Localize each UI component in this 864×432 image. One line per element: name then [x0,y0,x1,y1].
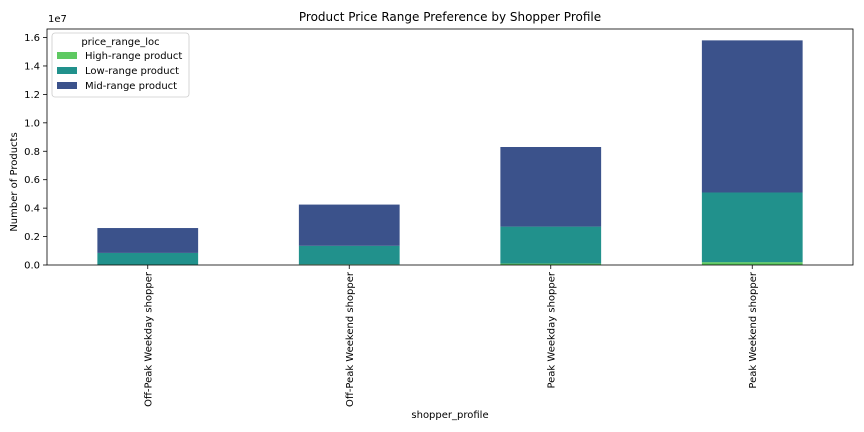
y-axis-label: Number of Products [9,132,20,231]
y-tick-label-1: 0.2 [24,232,40,243]
y-tick-label-7: 1.4 [24,61,40,72]
y-tick-label-2: 0.4 [24,204,40,215]
legend-label-1: Low-range product [85,66,179,77]
legend-swatch-1 [57,67,77,74]
bars-layer [97,40,803,265]
bar-high-range-product-3 [701,262,803,265]
y-tick-label-6: 1.2 [24,90,40,101]
y-tick-label-3: 0.6 [24,175,40,186]
legend-box [51,32,190,98]
bar-mid-range-product-3 [701,40,803,193]
bar-low-range-product-2 [500,226,602,264]
axes-layer: 0.0 0.2 0.4 0.6 0.8 1.0 1.2 1.4 1.6 Off-Peak Week… [24,28,854,407]
x-tick-label-1: Off-Peak Weekend shopper [345,271,356,407]
y-tick-label-8: 1.6 [24,33,40,44]
chart-title: Product Price Range Preference by Shoppe… [299,10,601,24]
legend: price_range_loc High-range product Low-ran… [51,32,190,98]
legend-title: price_range_loc [81,37,159,48]
bar-low-range-product-1 [298,245,400,265]
legend-label-2: Mid-range product [85,81,177,92]
x-tick-label-3: Peak Weekend shopper [748,271,759,388]
x-axis-label: shopper_profile [411,410,488,421]
legend-swatch-0 [57,52,77,59]
bar-mid-range-product-2 [500,147,602,227]
y-scale-label: 1e7 [48,14,67,25]
plot-frame [46,28,854,266]
bar-mid-range-product-1 [298,204,400,246]
bar-high-range-product-2 [500,263,602,265]
x-tick-label-2: Peak Weekday shopper [546,271,557,388]
bar-low-range-product-3 [701,192,803,263]
legend-swatch-2 [57,82,77,89]
y-tick-label-4: 0.8 [24,147,40,158]
x-tick-label-0: Off-Peak Weekday shopper [143,271,154,407]
bar-mid-range-product-0 [97,228,199,253]
y-tick-label-0: 0.0 [24,261,40,272]
y-tick-label-5: 1.0 [24,118,40,129]
bar-low-range-product-0 [97,252,199,265]
legend-label-0: High-range product [85,51,182,62]
